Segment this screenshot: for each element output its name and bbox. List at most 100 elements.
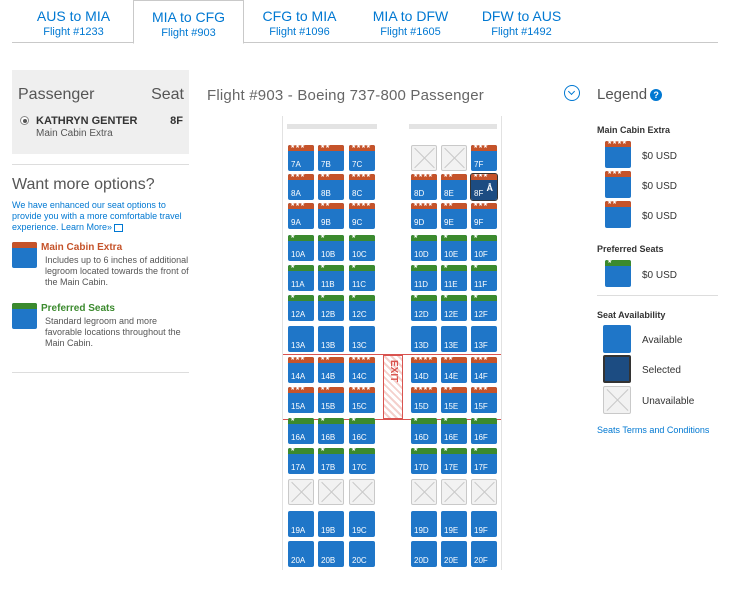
passenger-radio[interactable]	[20, 116, 29, 125]
seat[interactable]: 19F	[471, 511, 497, 537]
seat[interactable]: ★★★ 8A	[288, 174, 314, 200]
seat[interactable]: ★ 10F	[471, 235, 497, 261]
seat[interactable]: ★ 11D	[411, 265, 437, 291]
seat[interactable]: 20D	[411, 541, 437, 567]
star-icon: ★★★★	[413, 174, 433, 179]
seat[interactable]: 20E	[441, 541, 467, 567]
seat-label: 17B	[321, 463, 336, 472]
seat[interactable]: 19D	[411, 511, 437, 537]
seat[interactable]: ★ 12F	[471, 295, 497, 321]
seat[interactable]: ★ 17B	[318, 448, 344, 474]
seat[interactable]: ★★★★ 7C	[349, 145, 375, 171]
seat[interactable]: ★ 12A	[288, 295, 314, 321]
seat-terms-link[interactable]: Seats Terms and Conditions	[597, 425, 710, 435]
seat-selected[interactable]: ★★★ 8F Å	[470, 173, 498, 201]
seat[interactable]: ★ 16D	[411, 418, 437, 444]
mce-title: Main Cabin Extra	[41, 242, 123, 253]
seat[interactable]: 19E	[441, 511, 467, 537]
help-icon[interactable]: ?	[650, 89, 663, 102]
seat[interactable]: ★★★ 14F	[471, 357, 497, 383]
seat[interactable]: ★★ 9E	[441, 203, 467, 229]
seat[interactable]: 20A	[288, 541, 314, 567]
seat[interactable]: ★ 16B	[318, 418, 344, 444]
options-description[interactable]: We have enhanced our seat options to pro…	[12, 200, 182, 232]
tab-cfg-mia[interactable]: CFG to MIA Flight #1096	[244, 0, 355, 43]
seat[interactable]: ★ 10D	[411, 235, 437, 261]
seat[interactable]: ★ 10B	[318, 235, 344, 261]
seat[interactable]: ★ 12E	[441, 295, 467, 321]
tab-aus-mia[interactable]: AUS to MIA Flight #1233	[18, 0, 129, 43]
seat-label: 16F	[474, 433, 488, 442]
seat-label: 16B	[321, 433, 336, 442]
seat[interactable]: ★ 16C	[349, 418, 375, 444]
seat[interactable]: 19A	[288, 511, 314, 537]
seat[interactable]: ★★ 8B	[318, 174, 344, 200]
chevron-down-icon[interactable]	[564, 85, 580, 101]
seat[interactable]: 13C	[349, 326, 375, 352]
seat[interactable]: ★★★ 15F	[471, 387, 497, 413]
passenger-seat: 8F	[170, 115, 183, 127]
seat[interactable]: ★★ 15E	[441, 387, 467, 413]
tab-mia-dfw[interactable]: MIA to DFW Flight #1605	[355, 0, 466, 43]
seat-label: 11B	[321, 280, 335, 289]
seat[interactable]: ★★★★ 14C	[349, 357, 375, 383]
seat[interactable]: ★ 17A	[288, 448, 314, 474]
seat[interactable]: 20C	[349, 541, 375, 567]
seat[interactable]: ★★★★ 15D	[411, 387, 437, 413]
seat[interactable]: ★★★★ 14D	[411, 357, 437, 383]
seat[interactable]: ★ 17F	[471, 448, 497, 474]
seat[interactable]: ★★★★ 9C	[349, 203, 375, 229]
seat[interactable]: 19C	[349, 511, 375, 537]
seat[interactable]: ★ 17D	[411, 448, 437, 474]
seat[interactable]: 13A	[288, 326, 314, 352]
seat-unavailable	[471, 479, 497, 505]
seat[interactable]: 13B	[318, 326, 344, 352]
seat[interactable]: 13F	[471, 326, 497, 352]
external-link-icon[interactable]	[114, 223, 124, 232]
seat[interactable]: 20B	[318, 541, 344, 567]
seat[interactable]: ★ 16E	[441, 418, 467, 444]
seat[interactable]: 13E	[441, 326, 467, 352]
seat[interactable]: ★ 10A	[288, 235, 314, 261]
seat[interactable]: ★★★★ 9D	[411, 203, 437, 229]
seat[interactable]: ★ 10E	[441, 235, 467, 261]
seat[interactable]: ★★ 15B	[318, 387, 344, 413]
seat[interactable]: ★ 12D	[411, 295, 437, 321]
seat[interactable]: 20F	[471, 541, 497, 567]
seat[interactable]: ★ 10C	[349, 235, 375, 261]
seat-label: 11C	[352, 280, 367, 289]
seat[interactable]: ★ 17E	[441, 448, 467, 474]
seat[interactable]: ★ 11E	[441, 265, 467, 291]
seat[interactable]: ★ 17C	[349, 448, 375, 474]
seat[interactable]: ★ 11A	[288, 265, 314, 291]
seat[interactable]: ★★ 7B	[318, 145, 344, 171]
seat-label: 15D	[414, 402, 429, 411]
seat[interactable]: ★ 11C	[349, 265, 375, 291]
seat[interactable]: ★★★ 14A	[288, 357, 314, 383]
seat[interactable]: ★★ 14B	[318, 357, 344, 383]
tab-mia-cfg[interactable]: MIA to CFG Flight #903	[133, 0, 244, 44]
legend-selected	[603, 355, 631, 383]
seat[interactable]: ★ 11B	[318, 265, 344, 291]
seat[interactable]: ★★★ 7A	[288, 145, 314, 171]
tab-dfw-aus[interactable]: DFW to AUS Flight #1492	[466, 0, 577, 43]
seat[interactable]: ★★ 14E	[441, 357, 467, 383]
tab-flight: Flight #1096	[269, 26, 330, 38]
seat[interactable]: ★ 11F	[471, 265, 497, 291]
seat[interactable]: 19B	[318, 511, 344, 537]
passenger-name[interactable]: KATHRYN GENTER	[36, 115, 138, 127]
seat[interactable]: ★ 16A	[288, 418, 314, 444]
seat[interactable]: ★★ 8E	[441, 174, 467, 200]
seat[interactable]: ★★★ 15A	[288, 387, 314, 413]
seat[interactable]: ★ 12C	[349, 295, 375, 321]
seat[interactable]: ★★★★ 8C	[349, 174, 375, 200]
seat[interactable]: ★★★★ 8D	[411, 174, 437, 200]
seat[interactable]: ★★ 9B	[318, 203, 344, 229]
seat[interactable]: ★★★ 7F	[471, 145, 497, 171]
seat[interactable]: ★★★ 9F	[471, 203, 497, 229]
seat[interactable]: 13D	[411, 326, 437, 352]
seat[interactable]: ★★★★ 15C	[349, 387, 375, 413]
seat[interactable]: ★★★ 9A	[288, 203, 314, 229]
seat[interactable]: ★ 12B	[318, 295, 344, 321]
seat[interactable]: ★ 16F	[471, 418, 497, 444]
